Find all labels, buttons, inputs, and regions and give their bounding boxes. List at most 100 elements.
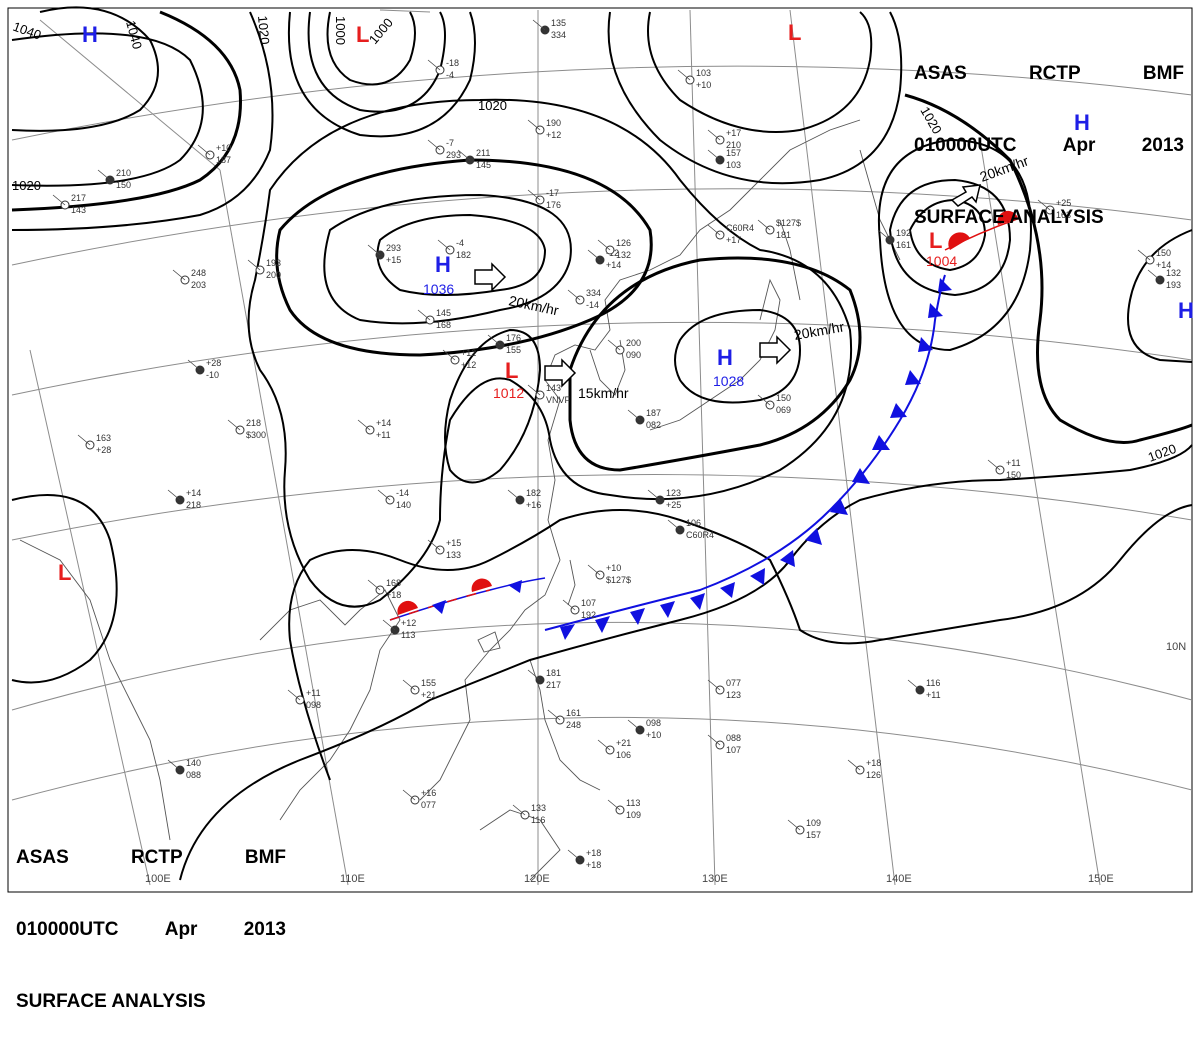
pressure-centers: H L L H H 1036 L 1012 H 1028 L 1004 L H [58, 20, 1194, 585]
title-row-1: ASAS RCTP BMF [914, 62, 1184, 86]
station-value: 132 [616, 250, 631, 260]
station-value: +10 [606, 563, 621, 573]
high-mongolia-value: 1036 [423, 281, 454, 297]
high-japan-letter: H [717, 345, 733, 370]
station-plot: 293+15 [367, 243, 401, 265]
station-value: 150 [116, 180, 131, 190]
station-plot: 123+25 [647, 488, 681, 510]
wind-barb [677, 69, 691, 81]
meridian-100e [29, 349, 151, 886]
isobar-1020-big [247, 98, 853, 608]
station-value: +12 [401, 618, 416, 628]
wind-barb [167, 489, 181, 501]
station-value: $127$ [776, 218, 801, 228]
high-mongolia-letter: H [435, 252, 451, 277]
station-value: 106 [616, 750, 631, 760]
station-value: +10 [696, 80, 711, 90]
isobar-north-3 [287, 11, 476, 138]
station-value: +14 [606, 260, 621, 270]
isobar-mongolia-3 [275, 158, 653, 357]
meridian-150e [979, 139, 1101, 886]
station-plot: 163+28 [77, 433, 111, 455]
station-plot: +10 $127$ [587, 563, 631, 585]
station-value: 107 [726, 745, 741, 755]
station-plot: +14+11 [357, 418, 391, 440]
wind-barb [627, 409, 641, 421]
station-value: 293 [386, 243, 401, 253]
title-station: RCTP [1028, 63, 1081, 84]
station-value: +11 [306, 688, 321, 698]
low-ne-top-letter: L [788, 20, 801, 45]
graticule-labels: 100E 110E 120E 130E 140E 150E 10N [145, 641, 1186, 885]
title-block-bottom: ASAS RCTP BMF 010000UTC Apr 2013 SURFACE… [16, 798, 286, 1038]
title-time-bottom: 010000UTC [16, 919, 119, 940]
station-value: 192 [581, 610, 596, 620]
wind-barb [587, 564, 601, 576]
low-pacific-letter: L [929, 228, 942, 253]
station-value: -4 [456, 238, 464, 248]
low-pacific-value: 1004 [926, 253, 957, 269]
station-value: +12 [461, 360, 476, 370]
station-value: 248 [191, 268, 206, 278]
station-value: 187 [646, 408, 661, 418]
station-value: 113 [401, 630, 415, 640]
station-value: 107 [581, 598, 596, 608]
station-plots: 135334-18-4-7293211145190+12-17176-12+14… [52, 18, 1181, 870]
title-product-bottom: SURFACE ANALYSIS [16, 991, 206, 1012]
station-value: 103 [696, 68, 711, 78]
lon-label-120e: 120E [524, 873, 550, 885]
station-value: 132 [1166, 268, 1181, 278]
station-value: 210 [116, 168, 131, 178]
station-value: 145 [476, 160, 491, 170]
coast-philippines [529, 659, 601, 791]
station-plot: 150+14 [1137, 248, 1171, 270]
low-east-china-value: 1012 [493, 385, 524, 401]
coast-korea [589, 339, 626, 396]
station-value: 168 [436, 320, 451, 330]
title-row-2: 010000UTC Apr 2013 [914, 134, 1184, 158]
isobar-ne-1 [647, 11, 873, 133]
isobar-japan-high [674, 308, 802, 404]
high-japan-value: 1028 [713, 373, 744, 389]
isobar-pacific-low-1 [908, 198, 987, 272]
wind-barb [427, 539, 441, 551]
title-station-bottom: RCTP [130, 847, 183, 868]
station-value: 157 [806, 830, 821, 840]
station-value: 116 [531, 815, 545, 825]
low-east-china-letter: L [505, 358, 518, 383]
wind-barb [547, 709, 561, 721]
wind-barb [167, 759, 181, 771]
lon-label-110e: 110E [340, 873, 365, 885]
coast-sakhalin [779, 219, 801, 301]
station-value: +21 [421, 690, 436, 700]
wind-barb [377, 489, 391, 501]
title-row-2-bottom: 010000UTC Apr 2013 [16, 918, 286, 942]
station-value: 150 [776, 393, 791, 403]
station-value: 135 [551, 18, 566, 28]
wind-barb [607, 339, 621, 351]
high-ne-letter: H [1074, 110, 1090, 135]
wind-barb [427, 139, 441, 151]
wind-barb [987, 459, 1001, 471]
station-plot: 218 $300 [227, 418, 266, 440]
station-value: C60R4 [726, 223, 754, 233]
high-nw-letter: H [82, 22, 98, 47]
motion-label-china: 15km/hr [578, 385, 629, 401]
station-value: 190 [546, 118, 561, 128]
isobar-label-1000-a: 1000 [333, 16, 348, 45]
title-agency-bottom: ASAS [16, 847, 69, 868]
station-plot: 155+21 [402, 678, 436, 700]
station-value: 140 [186, 758, 201, 768]
wind-barb [527, 189, 541, 201]
station-value: 088 [186, 770, 201, 780]
station-value: +16 [526, 500, 541, 510]
